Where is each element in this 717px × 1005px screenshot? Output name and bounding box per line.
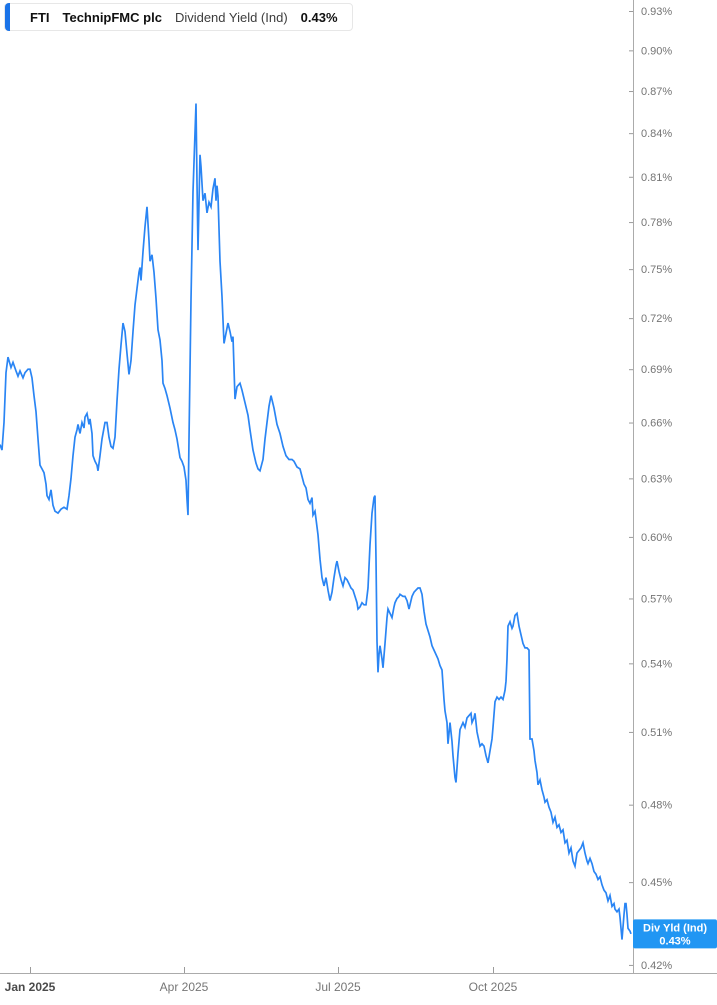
x-tick-label: Jul 2025 <box>315 980 361 994</box>
dividend-yield-line[interactable] <box>0 103 632 940</box>
y-tick-label: 0.66% <box>641 418 672 430</box>
last-value-tag-background <box>633 919 717 949</box>
y-tick-label: 0.60% <box>641 532 672 544</box>
y-tick-label: 0.90% <box>641 45 672 57</box>
y-tick-label: 0.51% <box>641 727 672 739</box>
y-tick-label: 0.87% <box>641 86 672 98</box>
last-value-tag-value: 0.43% <box>659 935 690 947</box>
legend-current-value: 0.43% <box>300 9 338 25</box>
y-tick-label: 0.63% <box>641 473 672 485</box>
legend-ticker: FTI <box>30 9 50 25</box>
x-tick-label: Jan 2025 <box>5 980 56 994</box>
x-tick-label: Oct 2025 <box>469 980 518 994</box>
y-tick-label: 0.45% <box>641 877 672 889</box>
legend-metric-name: Dividend Yield (Ind) <box>174 9 288 25</box>
y-tick-label: 0.57% <box>641 593 672 605</box>
y-tick-label: 0.69% <box>641 364 672 376</box>
y-tick-label: 0.78% <box>641 217 672 229</box>
legend-accent-bar <box>5 3 10 31</box>
y-tick-label: 0.42% <box>641 960 672 972</box>
last-value-tag: Div Yld (Ind)0.43% <box>633 919 717 949</box>
y-tick-label: 0.48% <box>641 800 672 812</box>
y-tick-label: 0.75% <box>641 264 672 276</box>
y-tick-label: 0.54% <box>641 658 672 670</box>
chart-legend: FTI TechnipFMC plc Dividend Yield (Ind) … <box>4 3 353 31</box>
y-tick-label: 0.84% <box>641 128 672 140</box>
legend-company-name: TechnipFMC plc <box>62 9 162 25</box>
x-tick-label: Apr 2025 <box>160 980 209 994</box>
y-tick-label: 0.72% <box>641 313 672 325</box>
last-value-tag-metric: Div Yld (Ind) <box>643 922 707 934</box>
y-tick-label: 0.93% <box>641 6 672 18</box>
y-tick-label: 0.81% <box>641 172 672 184</box>
